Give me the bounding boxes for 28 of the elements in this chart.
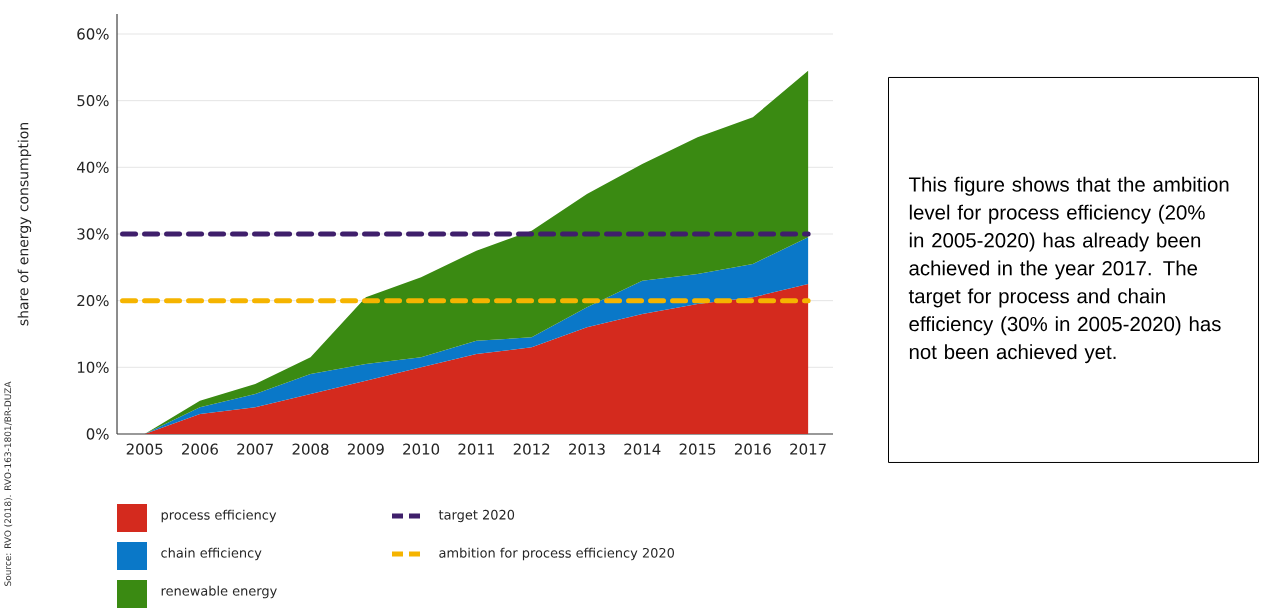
y-tick-label: 10% xyxy=(77,361,109,373)
x-tick-label: 2015 xyxy=(679,443,716,455)
x-tick-label: 2014 xyxy=(624,443,661,455)
x-tick-label: 2009 xyxy=(347,443,384,455)
x-tick-label: 2013 xyxy=(569,443,605,455)
y-tick-label: 20% xyxy=(77,295,109,307)
legend-label: process efficiency xyxy=(161,509,277,523)
text: This figure shows that the ambition level for process efficiency (20% in 2005-2020) has already been achieved in the year 2017. The target for process and chain efficiency (30% in 2005-2020) has not been achieved yet. xyxy=(908,176,1229,364)
y-tick-label: 0% xyxy=(86,428,109,440)
legend-label: ambition for process efficiency 2020 xyxy=(439,547,675,561)
y-tick-label: 40% xyxy=(77,161,109,173)
x-tick-label: 2011 xyxy=(458,443,495,455)
x-tick-label: 2005 xyxy=(126,443,163,455)
y-tick-label: 30% xyxy=(77,228,109,240)
x-tick-label: 2007 xyxy=(237,443,273,455)
source-note: Source: RVO (2018). RVO-163-1801/BR-DUZA xyxy=(4,381,13,586)
y-tick-label: 50% xyxy=(77,95,109,107)
legend-label: target 2020 xyxy=(438,509,515,523)
x-tick-label: 2012 xyxy=(513,443,550,455)
x-tick-label: 2006 xyxy=(182,443,218,455)
x-tick-label: 2016 xyxy=(734,443,771,455)
x-tick-label: 2008 xyxy=(292,443,329,455)
x-tick-label: 2010 xyxy=(403,443,440,455)
legend-label: renewable energy xyxy=(161,585,277,599)
y-axis-title: share of energy consumption xyxy=(17,123,32,326)
legend-label: chain efficiency xyxy=(161,547,262,561)
x-tick-label: 2017 xyxy=(790,443,826,455)
y-tick-label: 60% xyxy=(77,28,109,40)
